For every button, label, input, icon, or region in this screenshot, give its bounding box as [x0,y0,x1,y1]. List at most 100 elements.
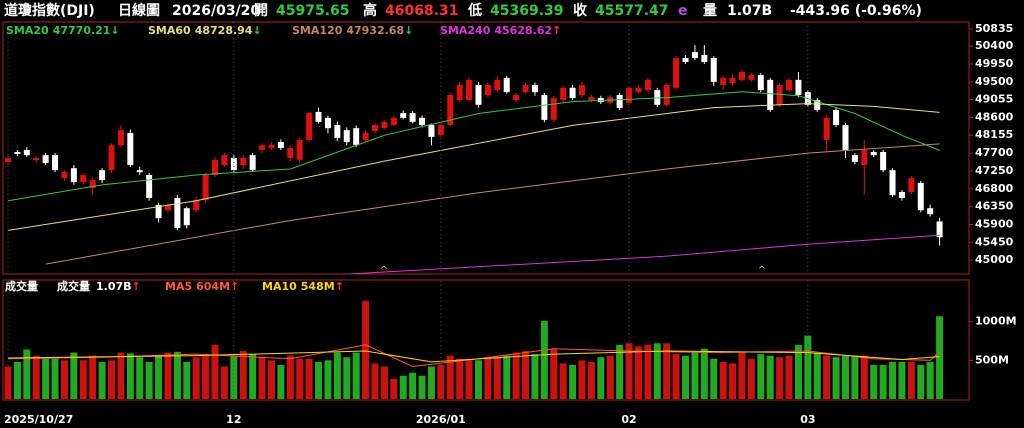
date: 2026/03/20 [172,3,260,19]
candle-body [560,87,567,101]
candle-body [663,85,670,105]
volume-bar [587,361,595,399]
x-tick-label: 2026/01 [416,413,466,426]
volume-bar [427,366,435,399]
volume-bar [634,346,642,399]
volume-bar [108,360,116,399]
candle-body [776,85,783,105]
candle-body [889,170,896,196]
volume-bar [776,357,784,399]
volume-bar [559,363,567,399]
legend-trend: ↑ [230,280,239,293]
volume-bar [484,357,492,399]
x-tick-label: 02 [621,413,636,426]
volume-bar [390,378,398,399]
volume-bar [475,360,482,399]
legend-value: 604M [196,280,230,293]
close-label: 收 [573,2,588,19]
volume-bar [79,360,87,399]
high-label: 高 [363,2,377,19]
candle-body [494,79,501,91]
candle-body [296,140,303,160]
volume-bar [173,351,181,399]
volume-bar [917,364,925,399]
volume-bar [926,361,934,399]
volume-bar [267,360,275,399]
volume-bar [305,358,313,399]
volume-bar [70,352,78,399]
candle-body [513,94,520,101]
low-value: 45369.39 [490,3,564,19]
realtime-mark: e [678,3,688,19]
volume-bar [446,355,454,399]
candle-body [833,109,840,126]
legend-entry: SMA60 48728.94↓ [148,24,262,37]
volume-bar [907,361,915,399]
volume-bar [747,358,755,399]
candle-body [221,155,228,166]
candle-body [117,130,124,146]
legend-trend: ↓ [110,24,119,37]
candle-body [908,178,915,192]
volume-bar [202,354,210,399]
volume-bar [851,355,859,399]
candle-body [249,155,256,171]
x-tick-label: 2025/10/27 [4,413,73,426]
candle-body [287,148,294,158]
candle-body [475,85,482,105]
candle-body [174,197,181,229]
volume-bar [409,372,417,399]
candle-body [644,79,651,91]
candle-body [456,85,463,101]
candle-body [193,199,200,211]
volume-bar [512,352,520,399]
legend-name: SMA60 [148,24,191,37]
volume-bar [211,344,219,399]
candle-body [673,58,680,88]
candle-body [70,168,77,183]
marker: ^ [758,265,766,276]
legend-value: 1.07B [96,280,132,293]
legend-value: 48728.94 [195,24,253,37]
legend-name: 成交量 [57,279,90,293]
candle-body [61,172,68,179]
x-tick-label: 12 [226,413,241,426]
volume-bar [277,364,285,399]
candle-body [484,85,491,95]
legend-name: MA5 [165,280,192,293]
volume-bar [804,335,812,399]
candle-body [851,155,858,162]
volume-bar [126,353,134,399]
y-tick-label: 48155 [975,128,1013,141]
volume-bar [625,343,633,399]
candle-body [268,144,275,148]
candle-body [757,75,764,91]
volume-bar [841,355,849,399]
title: 道瓊指數(DJI) [4,2,95,19]
volume-bar [324,360,332,399]
volume-bar [860,355,868,399]
volume-bar [503,355,511,399]
volume-bar [700,348,708,399]
volume-bar [258,357,266,399]
candle-body [795,79,802,95]
candle-body [880,151,887,171]
candle-body [23,149,30,156]
low-label: 低 [467,2,482,19]
volume-bar [352,352,360,399]
y-tick-label: 49500 [975,75,1014,88]
volume-bar [785,355,793,399]
y-tick-label: 46350 [975,200,1014,213]
candle-body [371,125,378,131]
candle-body [861,149,868,166]
volume-bar [23,349,31,399]
legend-trend: ↑ [132,280,141,293]
legend-entry: 成交量 1.07B↑ [57,279,141,293]
y-tick-label: 47250 [975,164,1014,177]
volume-title: 成交量 [5,279,38,293]
volume-bar [117,352,125,399]
candle-body [927,208,934,215]
legend-trend: ↓ [252,24,261,37]
volume-bar [343,357,351,399]
y-tick-label: 500M [975,353,1009,366]
